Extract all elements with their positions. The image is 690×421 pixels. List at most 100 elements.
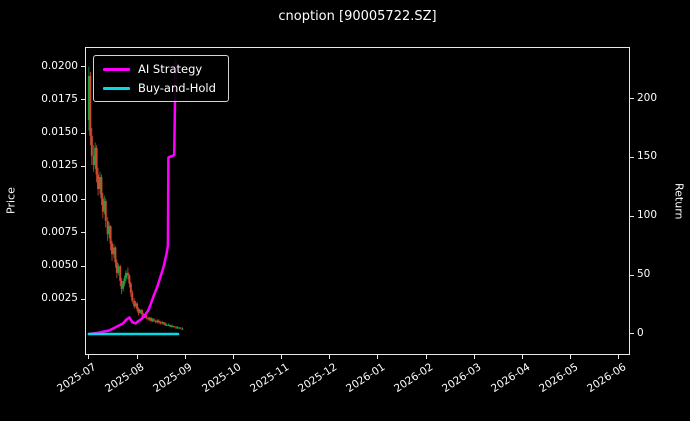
candle-body bbox=[111, 243, 114, 255]
y-left-tick-label: 0.0100 bbox=[41, 192, 78, 205]
y-right-tick-label: 100 bbox=[637, 209, 658, 222]
x-tick-mark bbox=[232, 355, 234, 359]
x-tick-mark bbox=[136, 355, 138, 359]
candle-body bbox=[159, 322, 162, 324]
y-right-tick-mark bbox=[630, 333, 634, 335]
candle-body bbox=[104, 201, 107, 221]
y-axis-label-left: Price bbox=[4, 187, 18, 215]
y-right-tick-label: 0 bbox=[637, 326, 644, 339]
candle-body bbox=[175, 327, 178, 329]
candle-body bbox=[122, 283, 125, 289]
legend-label-buy-and-hold: Buy-and-Hold bbox=[138, 81, 216, 95]
candle-body bbox=[134, 303, 137, 307]
candle-body bbox=[164, 323, 167, 325]
candle-body bbox=[87, 75, 90, 120]
x-tick-mark bbox=[184, 355, 186, 359]
x-tick-label: 2025-08 bbox=[103, 361, 147, 395]
candle-body bbox=[181, 328, 184, 330]
y-left-tick-mark bbox=[81, 99, 85, 101]
candle-body bbox=[136, 303, 139, 309]
y-left-tick-mark bbox=[81, 199, 85, 201]
candle-body bbox=[95, 147, 98, 175]
candle-body bbox=[138, 310, 141, 313]
x-tick-mark bbox=[329, 355, 331, 359]
y-right-tick-mark bbox=[630, 98, 634, 100]
candle-body bbox=[176, 327, 179, 329]
y-left-tick-mark bbox=[81, 132, 85, 134]
x-tick-mark bbox=[88, 355, 90, 359]
candle-body bbox=[133, 300, 136, 307]
x-tick-label: 2025-11 bbox=[247, 361, 292, 395]
x-tick-mark bbox=[618, 355, 620, 359]
y-left-tick-mark bbox=[81, 298, 85, 300]
y-right-tick-mark bbox=[630, 156, 634, 158]
candle-body bbox=[145, 315, 148, 319]
y-left-tick-label: 0.0125 bbox=[41, 159, 78, 172]
y-right-tick-label: 150 bbox=[637, 150, 658, 163]
candle-body bbox=[154, 320, 157, 323]
candle-body bbox=[147, 318, 150, 320]
x-tick-label: 2026-05 bbox=[536, 361, 581, 395]
y-left-tick-label: 0.0025 bbox=[41, 292, 78, 305]
y-axis-label-right: Return bbox=[672, 182, 686, 220]
y-left-tick-label: 0.0200 bbox=[41, 59, 78, 72]
candle-body bbox=[171, 326, 174, 328]
candle-body bbox=[117, 266, 120, 273]
candle-body bbox=[92, 155, 95, 166]
candle-body bbox=[106, 220, 109, 235]
x-tick-label: 2025-07 bbox=[55, 361, 99, 395]
y-left-tick-mark bbox=[81, 265, 85, 267]
x-tick-label: 2026-06 bbox=[585, 361, 629, 395]
candle-body bbox=[177, 327, 180, 329]
legend-item-ai-strategy: AI Strategy bbox=[103, 63, 216, 75]
y-right-tick-label: 200 bbox=[637, 91, 658, 104]
candle-body bbox=[167, 324, 170, 326]
x-tick-label: 2026-03 bbox=[440, 361, 484, 395]
candle-body bbox=[123, 278, 126, 284]
candle-body bbox=[115, 262, 118, 273]
x-tick-mark bbox=[522, 355, 524, 359]
candle-body bbox=[162, 322, 165, 324]
candle-body bbox=[103, 201, 106, 212]
y-left-tick-mark bbox=[81, 232, 85, 234]
legend-item-buy-and-hold: Buy-and-Hold bbox=[103, 82, 216, 94]
candle-body bbox=[109, 226, 112, 244]
y-left-tick-label: 0.0150 bbox=[41, 126, 78, 139]
x-tick-mark bbox=[425, 355, 427, 359]
x-tick-label: 2026-02 bbox=[392, 361, 436, 395]
candle-body bbox=[98, 177, 101, 190]
x-tick-mark bbox=[281, 355, 283, 359]
ai-strategy-line-swatch bbox=[103, 67, 130, 71]
candle-body bbox=[137, 308, 140, 313]
candle-body bbox=[124, 272, 127, 279]
candle-body bbox=[100, 177, 103, 199]
x-tick-label: 2025-09 bbox=[151, 361, 195, 395]
candle-body bbox=[148, 318, 151, 320]
candle-body bbox=[151, 319, 154, 321]
candle-body bbox=[126, 272, 129, 276]
candle-body bbox=[120, 280, 123, 289]
y-left-tick-mark bbox=[81, 66, 85, 68]
buy-and-hold-line-swatch bbox=[103, 86, 130, 90]
x-tick-label: 2026-04 bbox=[488, 361, 533, 395]
candle-body bbox=[129, 283, 132, 293]
x-tick-mark bbox=[473, 355, 475, 359]
candle-body bbox=[90, 135, 93, 156]
x-tick-mark bbox=[377, 355, 379, 359]
candle-body bbox=[161, 322, 164, 324]
candle-body bbox=[179, 327, 182, 329]
legend: AI Strategy Buy-and-Hold bbox=[93, 55, 229, 102]
y-right-tick-mark bbox=[630, 274, 634, 276]
candle-body bbox=[119, 266, 122, 281]
plot-area: AI Strategy Buy-and-Hold bbox=[85, 47, 630, 355]
x-tick-label: 2025-10 bbox=[199, 361, 243, 395]
candle-body bbox=[140, 310, 143, 315]
candle-body bbox=[168, 324, 171, 327]
x-tick-label: 2026-01 bbox=[344, 361, 388, 395]
candle-body bbox=[97, 174, 100, 190]
chart-title: cnoption [90005722.SZ] bbox=[278, 9, 437, 24]
candle-body bbox=[157, 320, 160, 323]
candle-body bbox=[170, 326, 173, 328]
candle-body bbox=[89, 75, 92, 136]
candle-body bbox=[108, 226, 111, 235]
